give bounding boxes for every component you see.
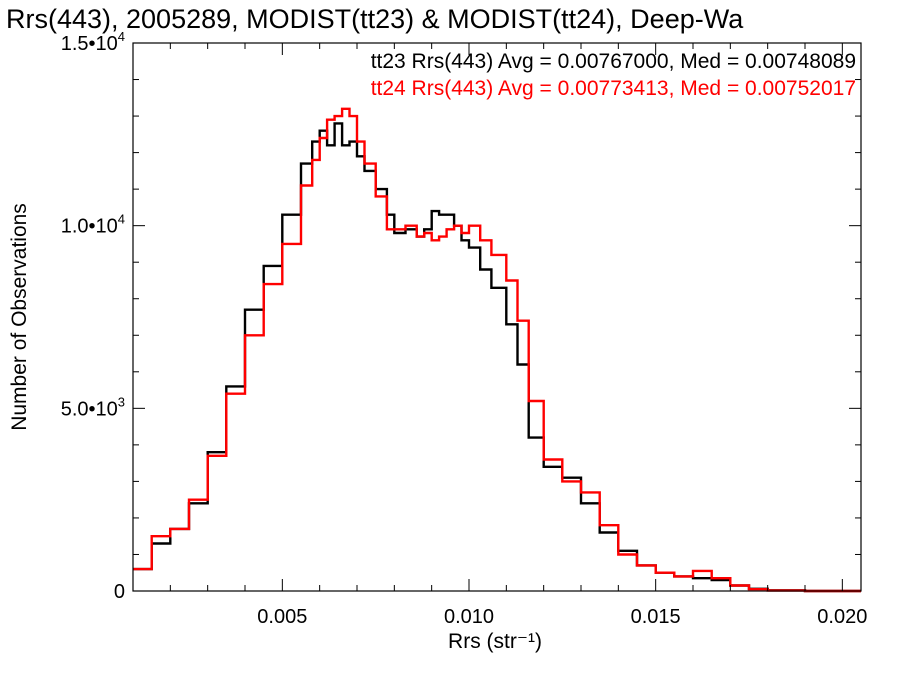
- series-layer: [133, 107, 861, 593]
- y-tick-label: 1.5•104: [61, 29, 125, 55]
- legend: tt23 Rrs(443) Avg = 0.00767000, Med = 0.…: [371, 50, 856, 100]
- y-tick-label: 1.0•104: [61, 212, 125, 238]
- x-tick-label: 0.005: [257, 606, 307, 628]
- plot-frame: [132, 42, 862, 592]
- series-line-0: [133, 122, 861, 593]
- y-tick-label: 0: [114, 581, 125, 603]
- x-axis-label: Rrs (str⁻¹): [448, 630, 542, 653]
- legend-entry-tt23: tt23 Rrs(443) Avg = 0.00767000, Med = 0.…: [371, 50, 856, 73]
- x-tick-label: 0.010: [444, 606, 494, 628]
- legend-entry-tt24: tt24 Rrs(443) Avg = 0.00773413, Med = 0.…: [371, 77, 856, 100]
- x-tick-label: 0.015: [631, 606, 681, 628]
- ticks-layer: 0.005 0.010 0.015 0.020 0 5.0•103 1.0•104 1.5•1…: [61, 29, 868, 628]
- x-tick-label: 0.020: [817, 606, 867, 628]
- y-axis-label: Number of Observations: [8, 203, 31, 431]
- y-tick-label: 5.0•103: [61, 394, 125, 420]
- chart-title: Rrs(443), 2005289, MODIST(tt23) & MODIST…: [6, 4, 744, 34]
- series-line-1: [133, 107, 861, 593]
